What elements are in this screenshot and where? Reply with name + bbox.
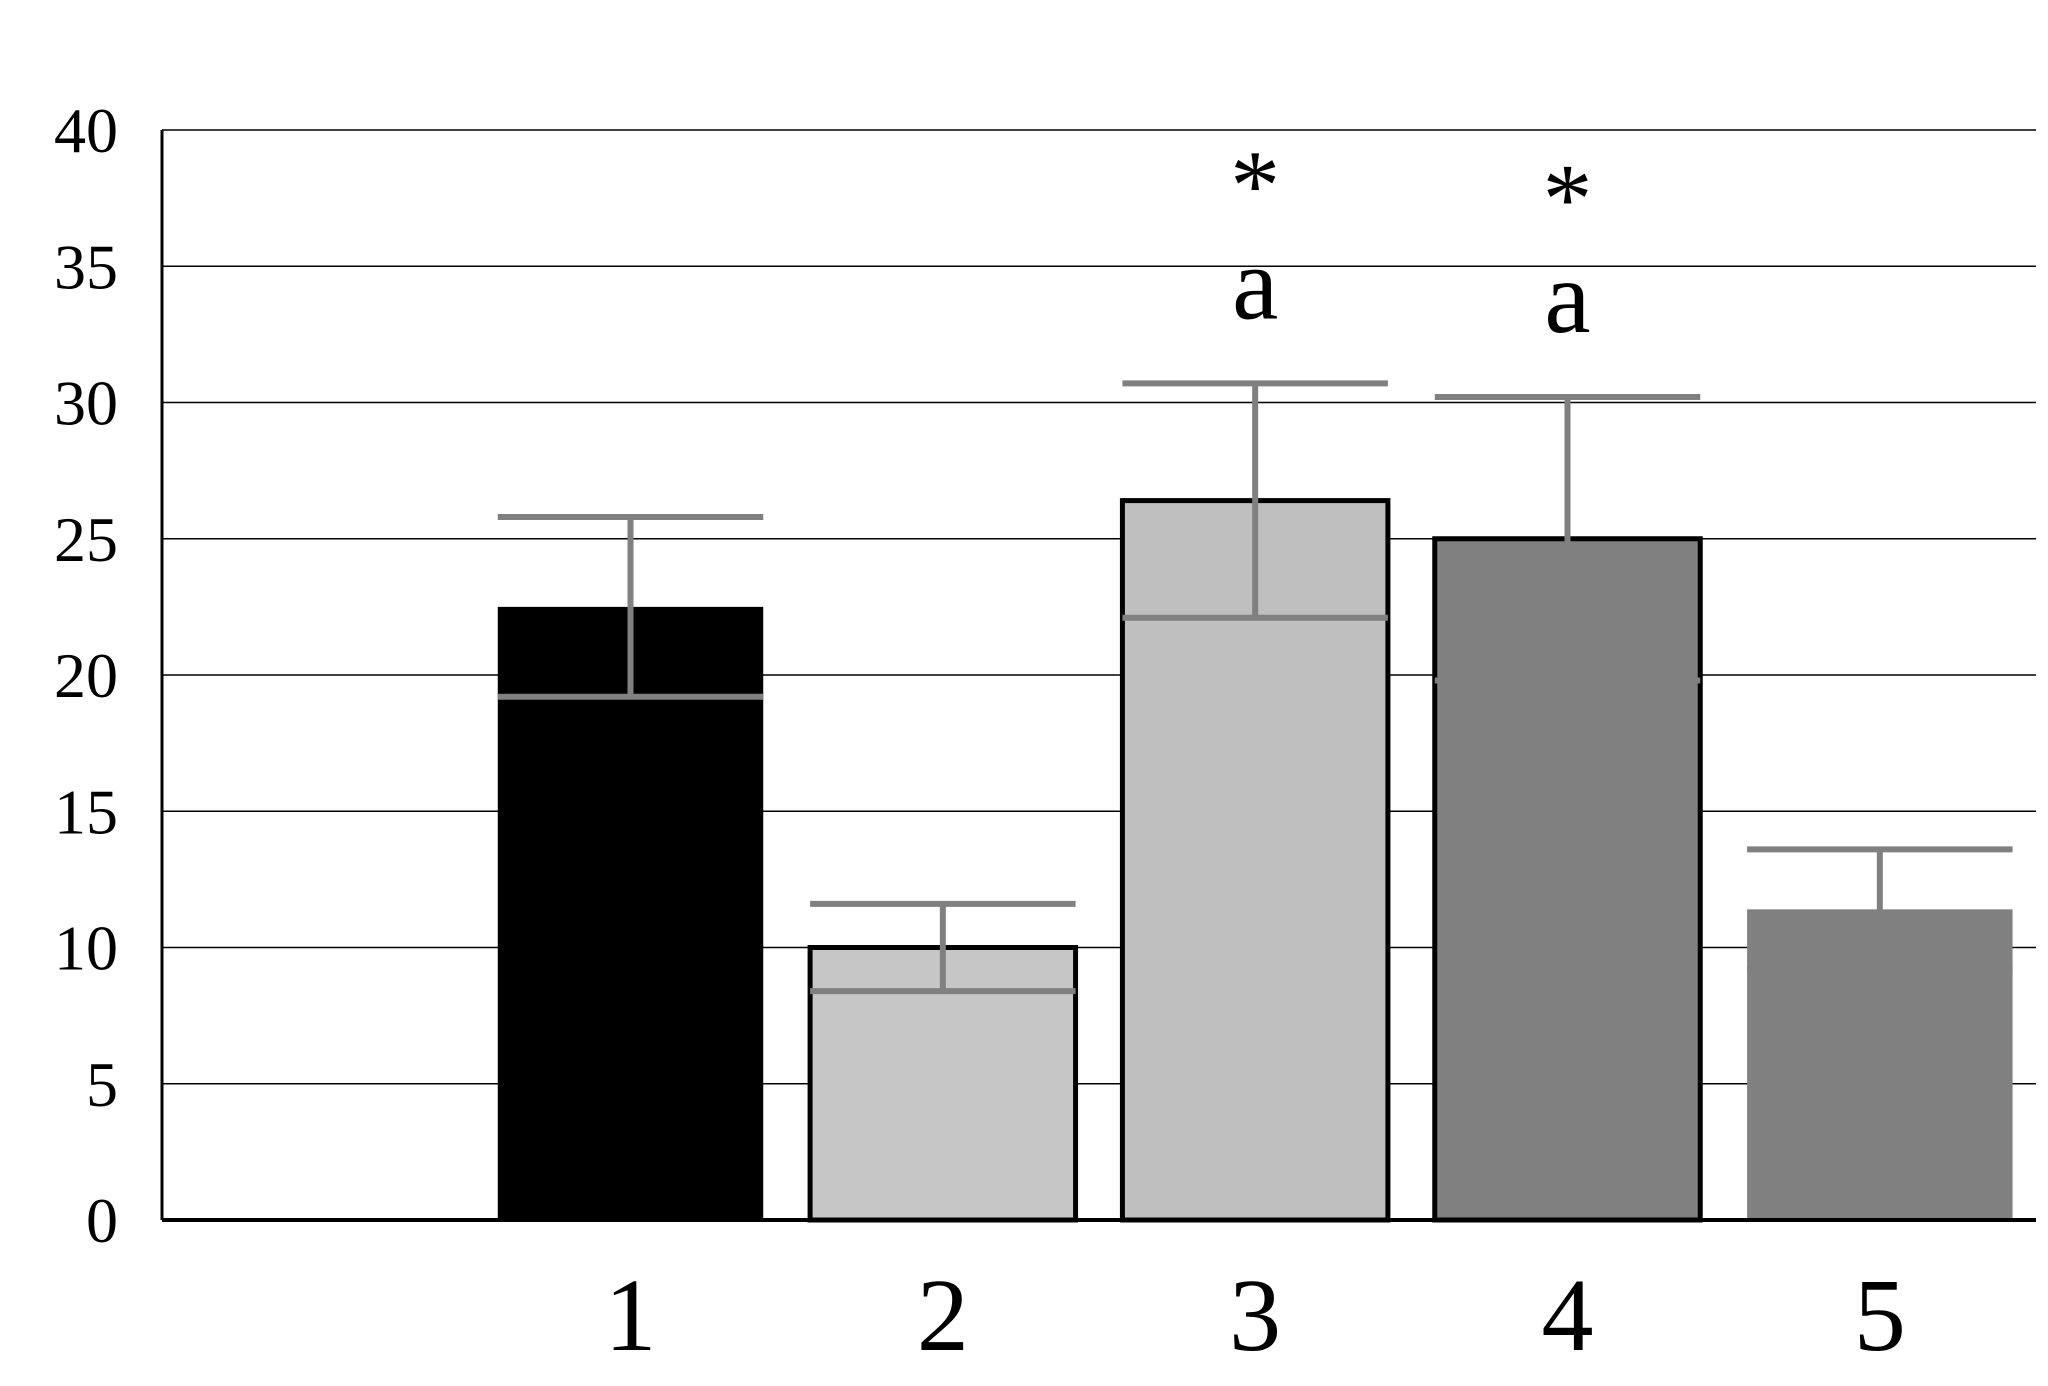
y-tick-labels: 0 5 10 15 20 25 30 35 40 [54,95,118,1256]
annotations: a*a* [1230,129,1592,355]
y-tick-label: 5 [86,1049,118,1120]
y-tick-label: 20 [54,640,118,711]
error-bars [497,380,2013,995]
axes [160,130,2036,1222]
y-tick-label: 15 [54,776,118,847]
bar-1 [497,606,764,1220]
x-tick-label: 4 [1542,1258,1594,1373]
y-tick-label: 30 [54,368,118,439]
x-tick-label: 3 [1229,1258,1281,1373]
y-tick-label: 40 [54,95,118,166]
y-tick-label: 35 [54,231,118,302]
y-tick-label: 10 [54,913,118,984]
annotation-star: * [1543,143,1593,254]
gridlines [162,129,2036,1085]
annotation-letter: a [1544,240,1590,355]
annotation-letter: a [1232,226,1278,341]
x-tick-label: 2 [917,1258,969,1373]
y-tick-label: 0 [86,1185,118,1256]
x-tick-label: 1 [605,1258,657,1373]
annotation-star: * [1230,129,1280,240]
x-tick-label: 5 [1854,1258,1906,1373]
x-tick-labels: 1 2 3 4 5 [605,1258,1906,1373]
y-tick-label: 25 [54,504,118,575]
